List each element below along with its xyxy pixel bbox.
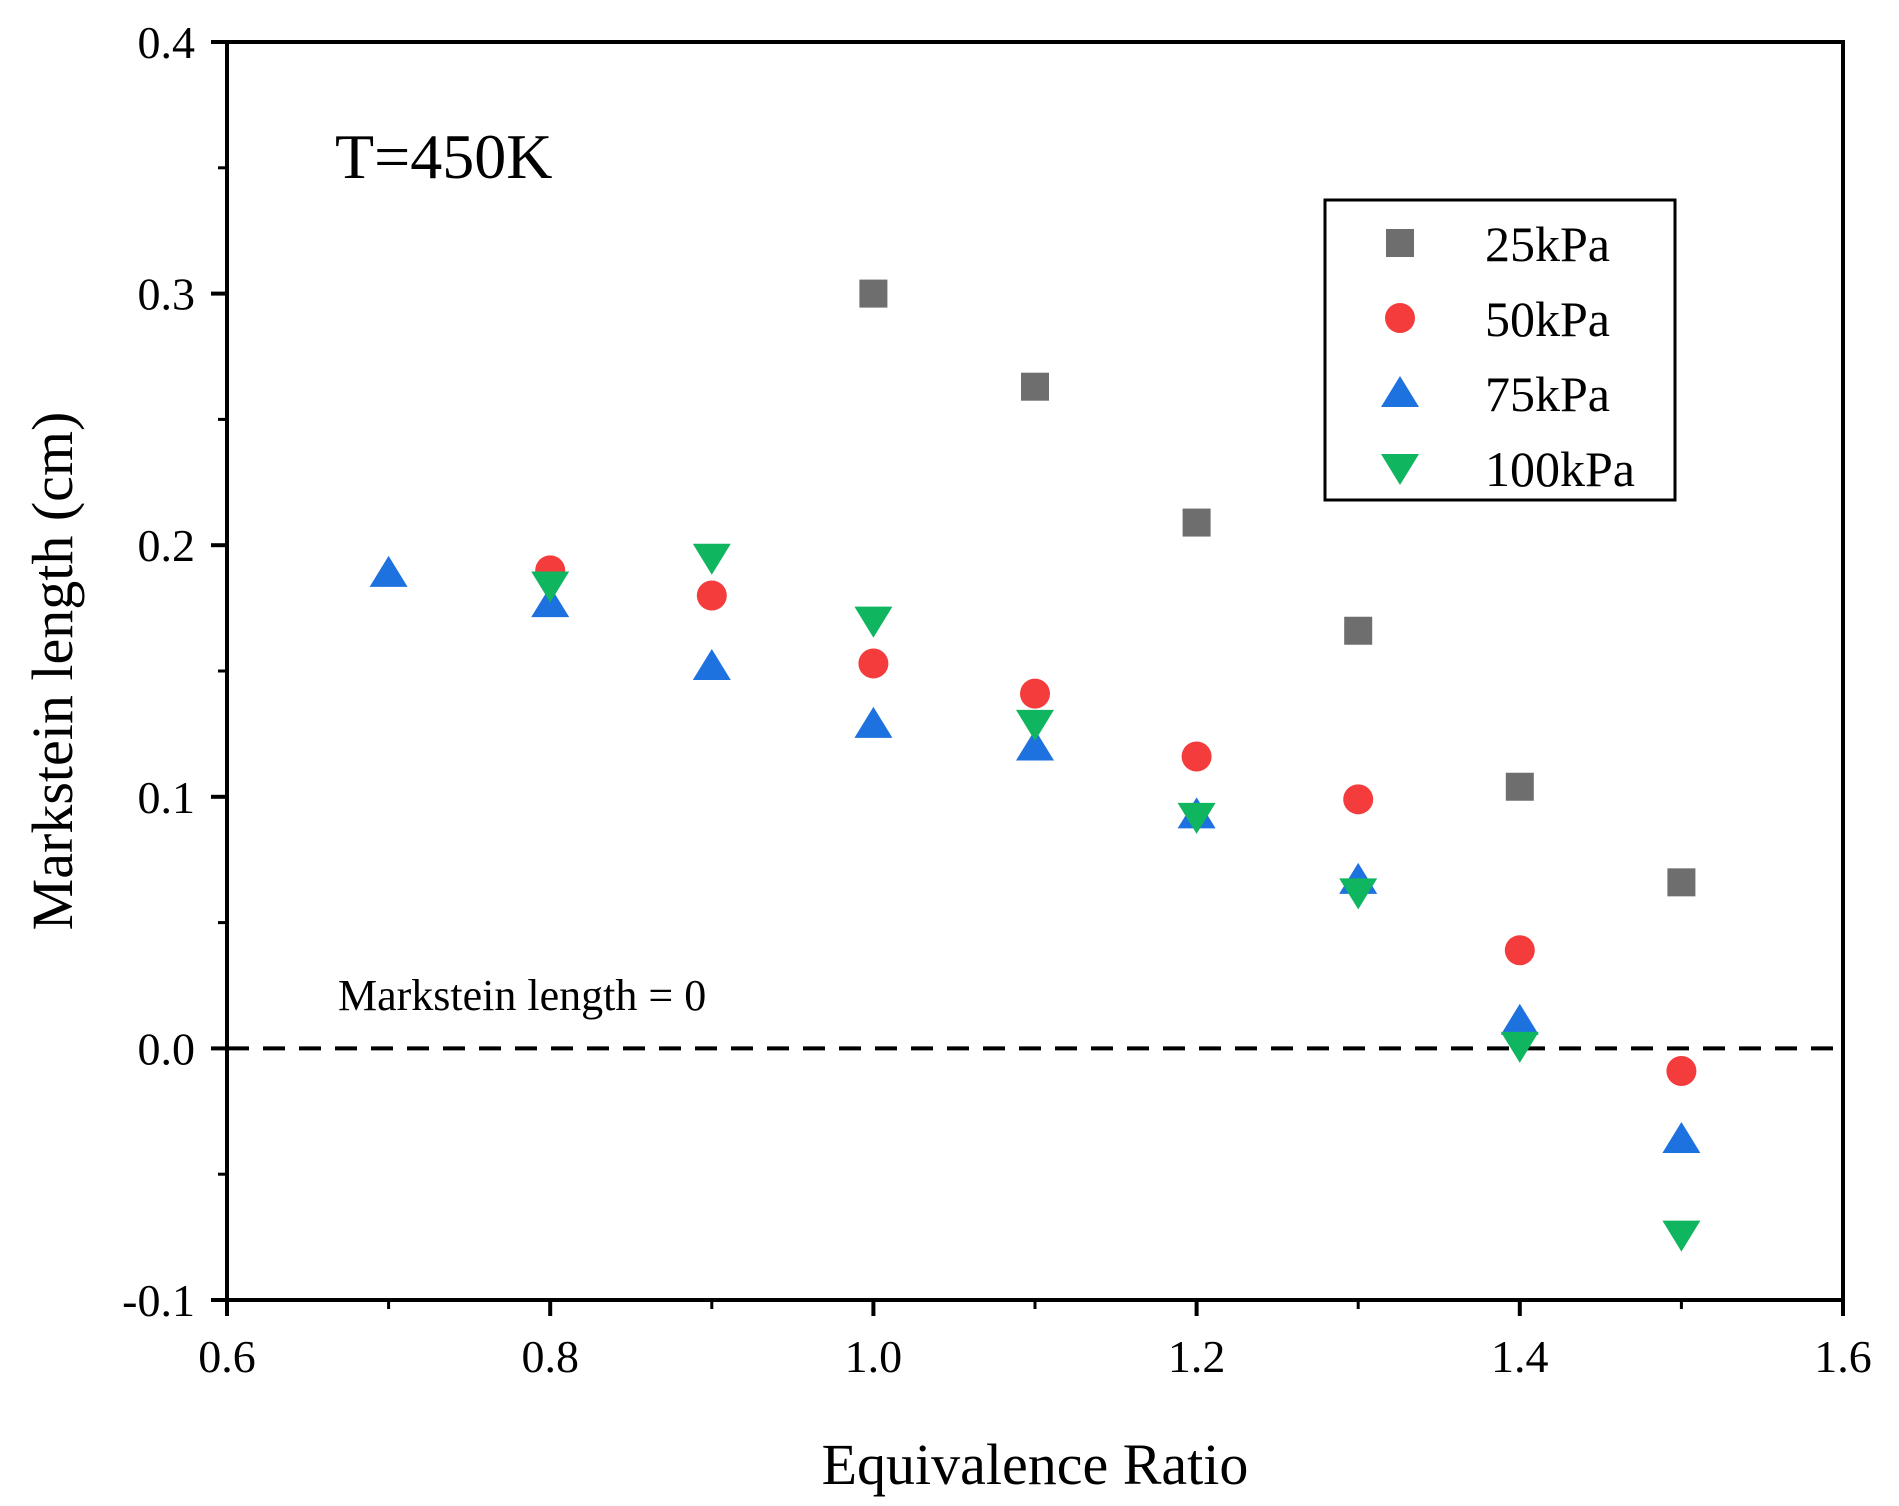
- data-point-50kPa: [1020, 678, 1050, 709]
- data-point-25kPa: [859, 279, 888, 308]
- legend-marker-25kPa: [1386, 229, 1414, 257]
- legend-item-75kPa: 75kPa: [1381, 366, 1610, 422]
- data-point-50kPa: [1343, 784, 1374, 815]
- legend-label: 75kPa: [1485, 366, 1610, 422]
- data-point-25kPa: [1667, 868, 1696, 897]
- legend: 25kPa 50kPa 75kPa 100kPa: [1323, 198, 1677, 502]
- legend-item-25kPa: 25kPa: [1386, 216, 1610, 272]
- data-point-75kPa: [369, 555, 408, 587]
- legend-box: [1323, 198, 1677, 502]
- data-point-50kPa: [696, 580, 727, 611]
- series-25kPa: [859, 279, 1696, 897]
- x-tick-label: 0.8: [521, 1331, 579, 1382]
- x-tick-label: 1.6: [1814, 1331, 1872, 1382]
- y-tick-label: 0.0: [138, 1023, 196, 1074]
- data-markers: [369, 279, 1701, 1252]
- series-100kPa: [531, 543, 1701, 1252]
- data-point-100kPa: [1177, 802, 1216, 834]
- data-point-25kPa: [1182, 508, 1211, 537]
- data-point-100kPa: [692, 543, 731, 575]
- data-point-25kPa: [1021, 372, 1049, 401]
- data-point-50kPa: [1666, 1056, 1697, 1087]
- y-tick-label: 0.1: [138, 772, 196, 823]
- data-point-50kPa: [1504, 935, 1535, 966]
- data-point-100kPa: [1662, 1220, 1701, 1252]
- data-point-100kPa: [531, 571, 570, 603]
- y-tick-label: 0.2: [138, 520, 196, 571]
- plot-frame: [225, 40, 1845, 1302]
- zero-line-label: Markstein length = 0: [338, 971, 706, 1020]
- data-point-75kPa: [854, 706, 893, 738]
- data-point-75kPa: [692, 648, 731, 680]
- x-tick-label: 1.4: [1491, 1331, 1549, 1382]
- x-tick-label: 1.2: [1168, 1331, 1226, 1382]
- data-point-75kPa: [1662, 1121, 1701, 1153]
- data-point-100kPa: [1016, 709, 1054, 741]
- data-point-100kPa: [1339, 878, 1378, 910]
- legend-label: 100kPa: [1485, 441, 1635, 497]
- legend-item-100kPa: 100kPa: [1381, 441, 1635, 497]
- y-tick-label: -0.1: [122, 1275, 195, 1326]
- data-point-50kPa: [1181, 741, 1212, 772]
- data-point-75kPa: [1016, 729, 1054, 761]
- legend-item-50kPa: 50kPa: [1385, 291, 1610, 347]
- x-axis-title: Equivalence Ratio: [822, 1432, 1249, 1497]
- y-axis-title: Markstein length (cm): [20, 412, 85, 931]
- series-50kPa: [535, 555, 1697, 1087]
- axis-tick-labels: 0.6 0.8 1.0 1.2 1.4 1.6 -0.1 0.0 0.1 0.2 0.3 0.4: [122, 17, 1872, 1382]
- legend-marker-75kPa: [1381, 376, 1419, 407]
- data-point-100kPa: [854, 606, 893, 638]
- data-point-25kPa: [1344, 616, 1373, 645]
- x-tick-label: 0.6: [198, 1331, 256, 1382]
- data-point-100kPa: [1500, 1031, 1539, 1063]
- y-tick-label: 0.4: [138, 17, 196, 68]
- condition-label: T=450K: [335, 121, 552, 192]
- x-tick-label: 1.0: [845, 1331, 903, 1382]
- data-point-75kPa: [1500, 1003, 1539, 1035]
- legend-label: 25kPa: [1485, 216, 1610, 272]
- legend-label: 50kPa: [1485, 291, 1610, 347]
- series-75kPa: [369, 555, 1701, 1153]
- data-point-25kPa: [1505, 772, 1534, 801]
- legend-marker-50kPa: [1385, 303, 1415, 333]
- legend-marker-100kPa: [1381, 454, 1419, 485]
- y-tick-label: 0.3: [138, 269, 196, 320]
- data-point-50kPa: [858, 648, 889, 679]
